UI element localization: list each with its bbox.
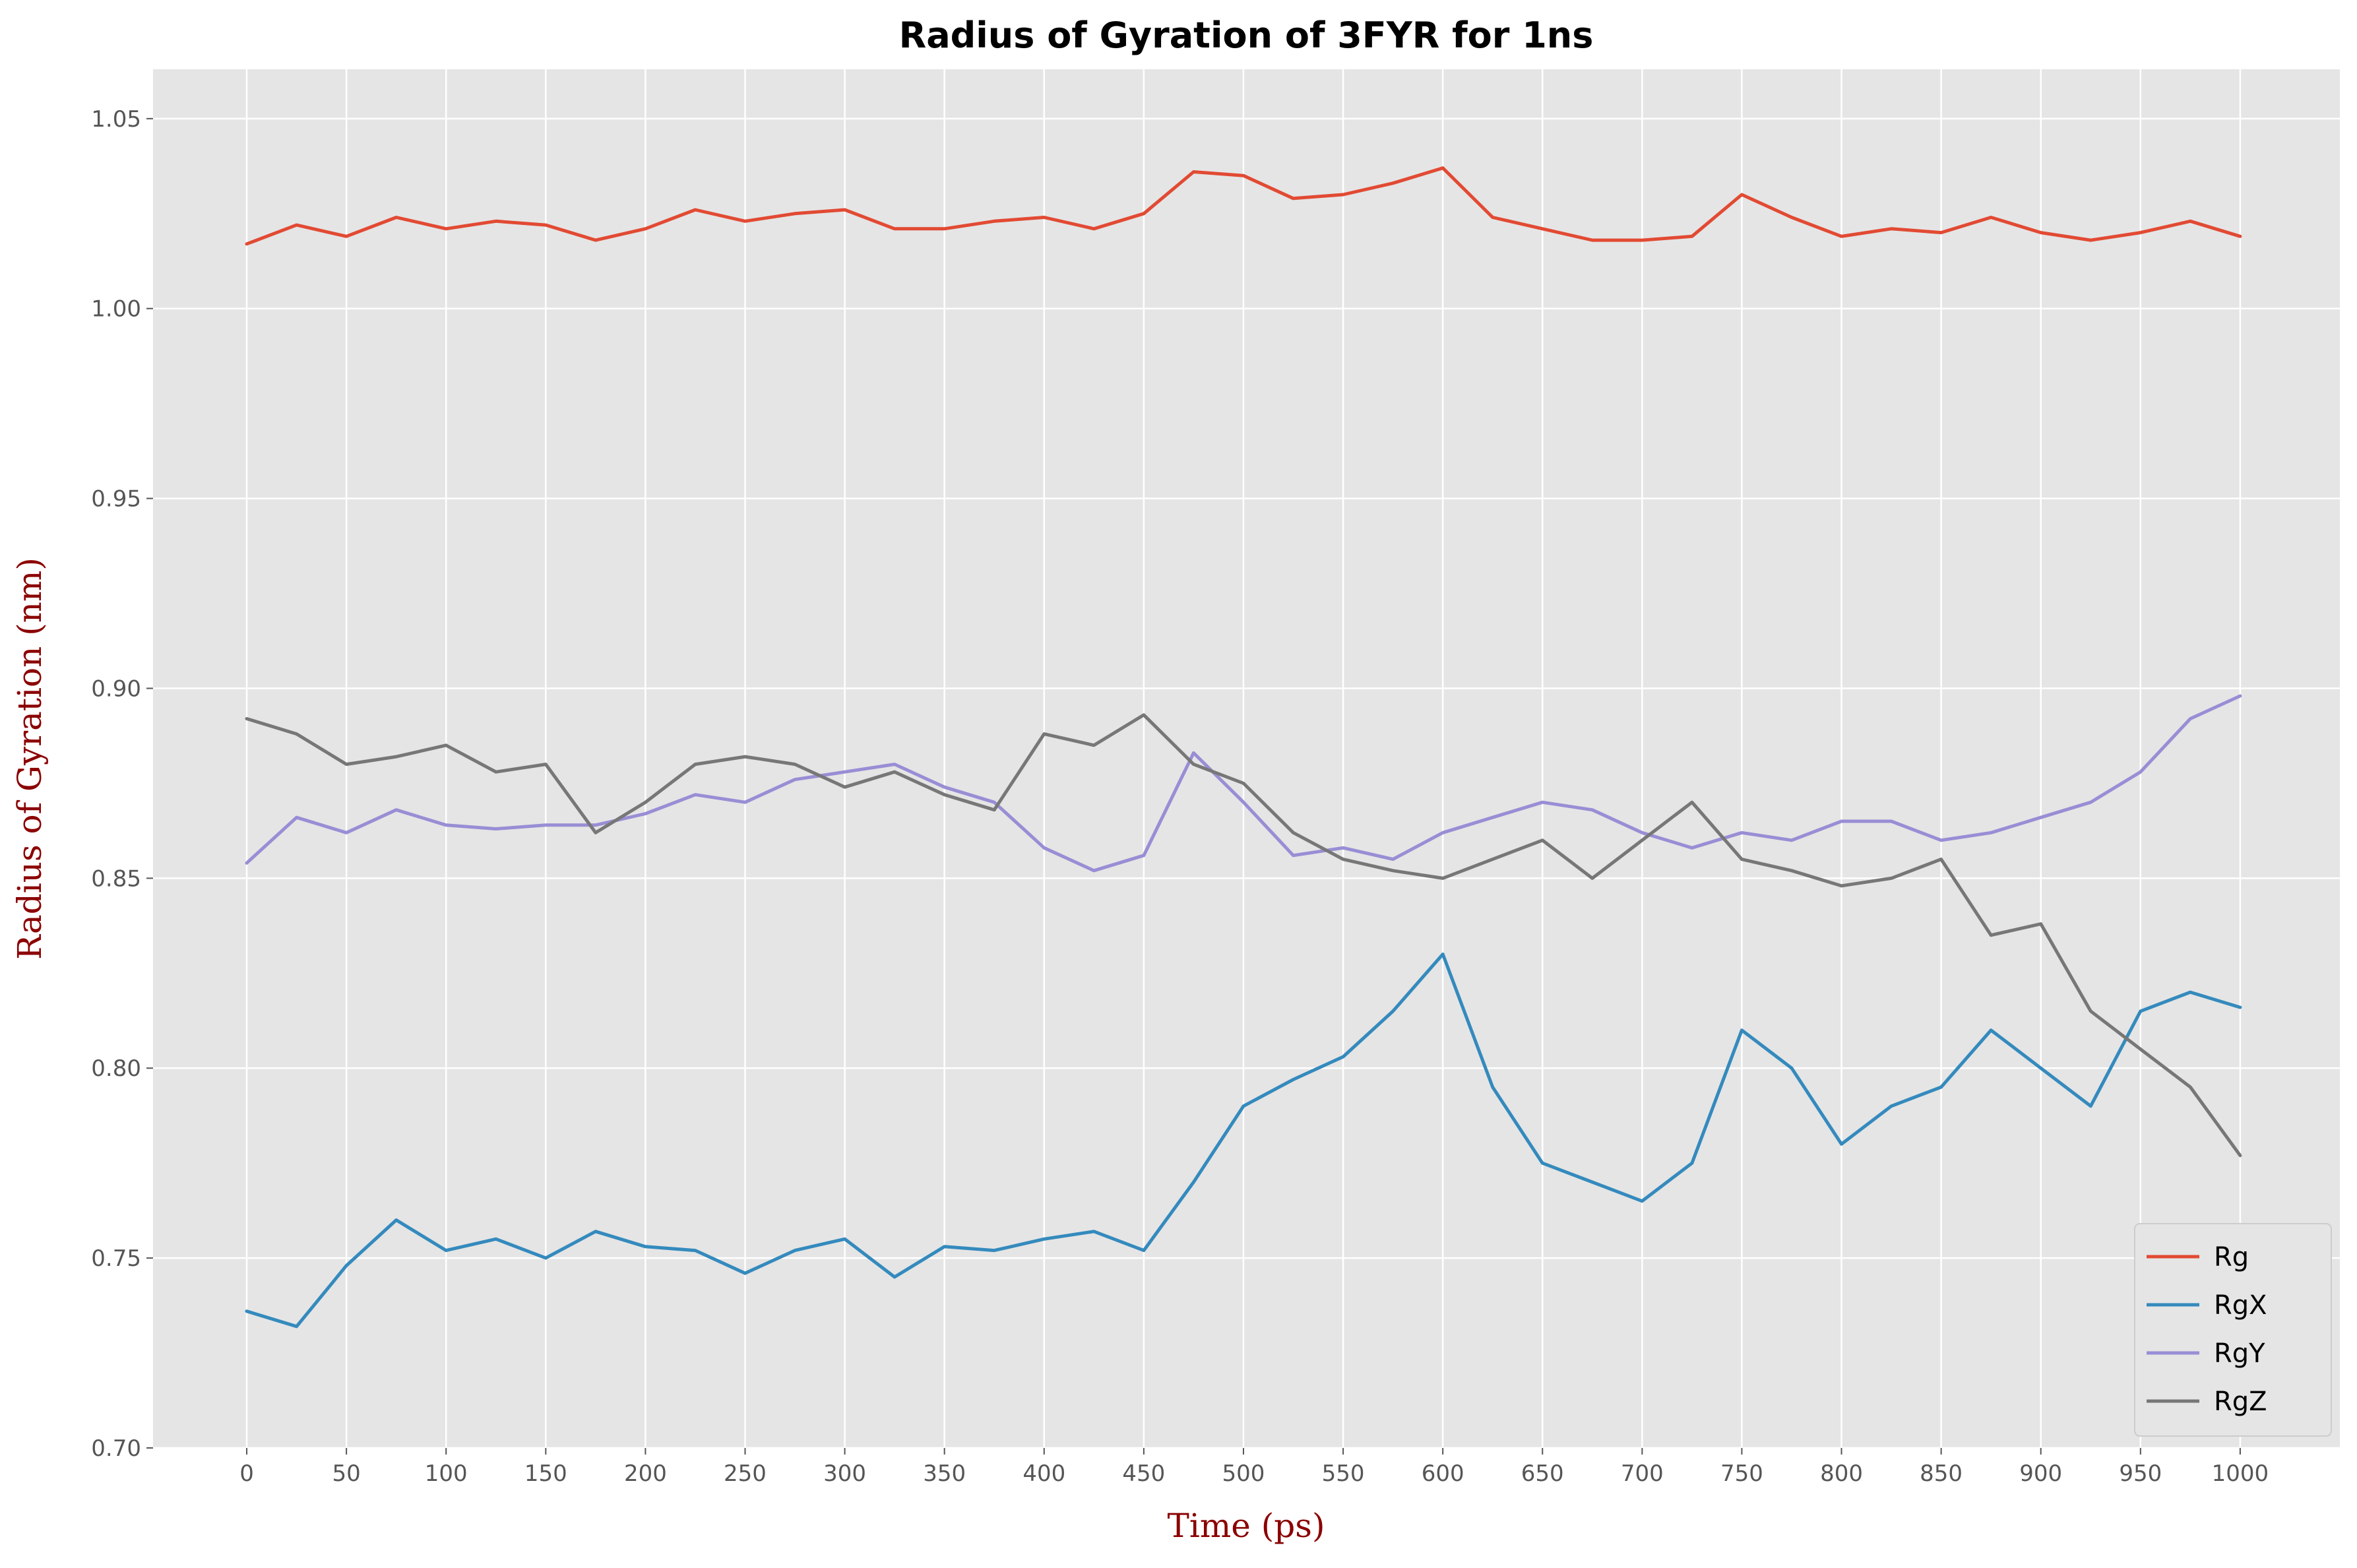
series-line-rgz [245,713,2242,1158]
y-tick-label: 0.70 [91,1435,141,1462]
x-tick-label: 500 [1222,1460,1265,1487]
x-tick-label: 200 [624,1460,667,1487]
x-tick-label: 750 [1720,1460,1763,1487]
x-tick-label: 0 [239,1460,254,1487]
chart-title: Radius of Gyration of 3FYR for 1ns [899,15,1594,56]
legend-label-rgx: RgX [2214,1290,2267,1321]
y-tick-label: 0.95 [91,486,141,513]
x-tick-label: 600 [1422,1460,1464,1487]
legend: Rg RgX RgY RgZ [2134,1223,2332,1437]
x-tick-label: 550 [1322,1460,1365,1487]
x-axis-label: Time (ps) [1168,1507,1325,1545]
x-tick-label: 800 [1820,1460,1863,1487]
y-tick-label: 0.90 [91,675,141,702]
y-tick-label: 0.80 [91,1055,141,1082]
x-tick-label: 650 [1521,1460,1564,1487]
x-tick-label: 300 [823,1460,866,1487]
x-tick-label: 250 [724,1460,767,1487]
x-tick-label: 900 [2019,1460,2062,1487]
legend-box [2134,1223,2332,1437]
series-lines [245,166,2242,1329]
axis-ticks: 0 50 100 150 200 250 300 350 400 450 500 550 600 650 7… [91,106,2269,1487]
x-tick-label: 150 [524,1460,567,1487]
y-tick-label: 1.05 [91,106,141,133]
x-tick-label: 450 [1122,1460,1165,1487]
x-tick-label: 950 [2119,1460,2162,1487]
y-tick-label: 0.85 [91,865,141,892]
series-line-rgx [245,953,2242,1329]
grid-lines [153,69,2340,1449]
x-tick-label: 350 [923,1460,966,1487]
series-line-rgy [245,694,2242,873]
y-tick-label: 1.00 [91,296,141,323]
x-tick-label: 700 [1621,1460,1664,1487]
x-tick-label: 850 [1920,1460,1963,1487]
legend-label-rgz: RgZ [2214,1387,2267,1417]
legend-label-rg: Rg [2214,1242,2249,1272]
series-line-rg [245,166,2242,246]
y-axis-label: Radius of Gyration (nm) [11,557,49,960]
legend-label-rgy: RgY [2214,1338,2265,1369]
y-tick-label: 0.75 [91,1245,141,1272]
plot-area-background [153,69,2340,1448]
x-tick-label: 100 [425,1460,468,1487]
x-tick-label: 1000 [2212,1460,2269,1487]
x-tick-label: 50 [332,1460,360,1487]
x-tick-label: 400 [1022,1460,1065,1487]
